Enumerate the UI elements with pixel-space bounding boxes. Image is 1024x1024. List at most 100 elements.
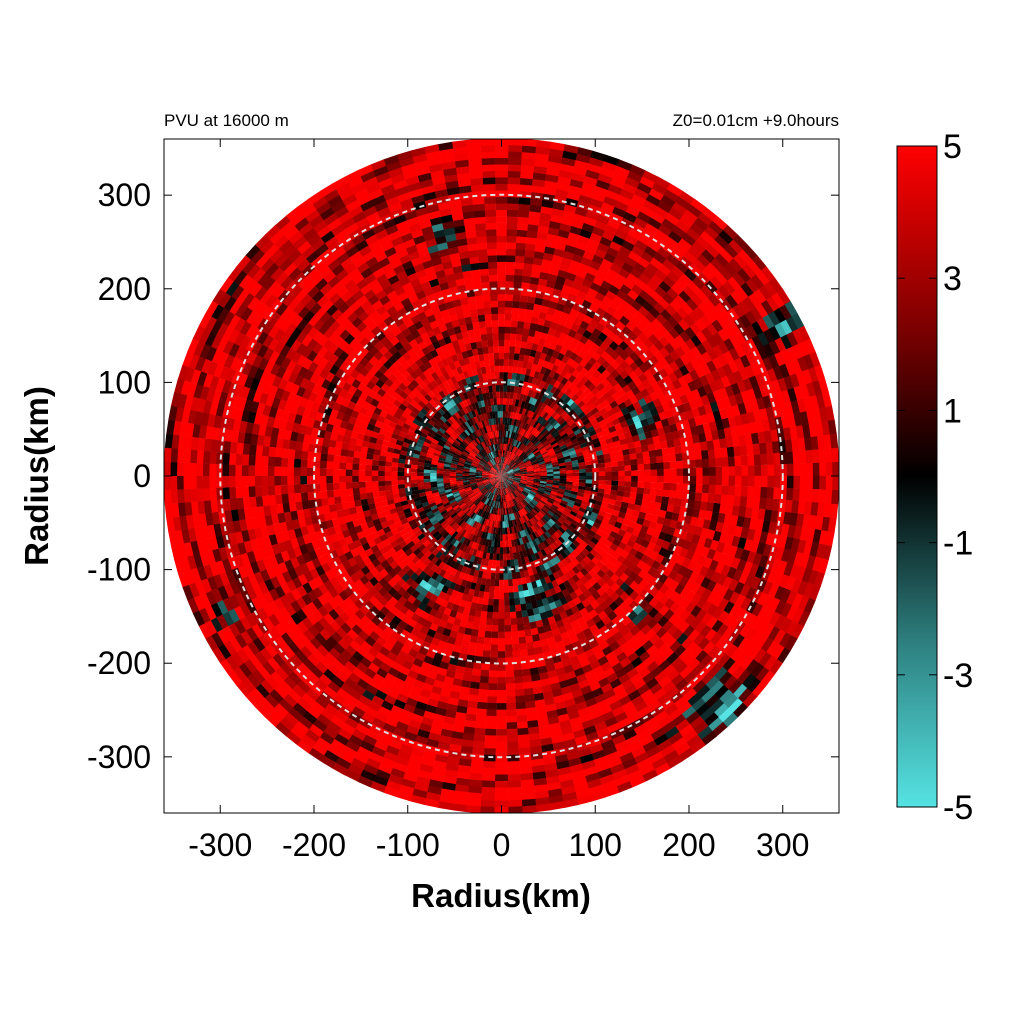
heatmap-cell [464,486,472,491]
heatmap-cell [538,519,546,527]
heatmap-cell [517,524,522,532]
heatmap-cell [501,474,509,476]
heatmap-cell [498,326,505,334]
heatmap-cell [694,415,703,426]
heatmap-cell [707,493,716,503]
heatmap-cell [532,336,540,345]
heatmap-cell [434,410,443,419]
heatmap-cell [497,463,500,470]
heatmap-cell [458,488,466,493]
heatmap-cell [327,416,336,426]
heatmap-cell [514,473,522,475]
heatmap-cell [475,394,481,402]
heatmap-cell [537,585,545,594]
heatmap-cell [595,619,606,630]
heatmap-cell [345,322,357,334]
heatmap-cell [520,468,527,472]
heatmap-cell [571,507,579,514]
heatmap-cell [467,518,474,526]
heatmap-cell [468,540,474,549]
heatmap-cell [541,258,552,268]
heatmap-cell [714,448,722,459]
heatmap-cell [385,494,394,501]
heatmap-cell [552,466,560,470]
heatmap-cell [562,521,571,529]
heatmap-cell [462,422,469,430]
heatmap-cell [494,481,499,488]
heatmap-cell [434,446,443,453]
heatmap-cell [488,471,496,475]
heatmap-cell [475,474,482,476]
heatmap-cell [383,435,392,443]
heatmap-cell [447,437,455,444]
heatmap-cell [622,448,630,456]
heatmap-cell [638,432,647,441]
heatmap-cell [501,476,503,483]
heatmap-cell [566,472,574,476]
heatmap-cell [598,395,607,404]
heatmap-cell [683,568,694,580]
heatmap-cell [388,442,396,449]
heatmap-cell [571,519,580,527]
heatmap-cell [492,612,499,620]
heatmap-cell [340,371,351,382]
heatmap-cell [527,476,535,478]
heatmap-cell [487,513,492,521]
heatmap-cell [633,630,646,642]
heatmap-cell [501,474,509,476]
heatmap-cell [523,569,530,578]
heatmap-cell [685,435,694,445]
heatmap-cell [393,640,405,651]
heatmap-cell [487,438,492,446]
heatmap-cell [638,569,648,580]
heatmap-cell [641,499,650,508]
heatmap-cell [432,492,440,497]
heatmap-cell [538,338,546,347]
heatmap-cell [481,372,488,381]
heatmap-cell [507,478,514,482]
heatmap-cell [511,313,519,322]
heatmap-cell [463,530,470,539]
heatmap-cell [498,443,500,451]
heatmap-cell [608,315,620,327]
heatmap-cell [495,476,502,480]
heatmap-cell [501,476,508,480]
heatmap-cell [435,317,445,327]
heatmap-cell [445,385,453,394]
heatmap-cell [533,481,541,485]
heatmap-cell [630,486,638,494]
heatmap-cell [702,467,710,476]
heatmap-cell [402,522,411,530]
heatmap-cell [453,420,461,428]
heatmap-cell [476,636,485,645]
heatmap-cell [450,463,458,467]
heatmap-cell [435,533,443,542]
heatmap-cell [514,471,521,474]
heatmap-cell [585,399,594,408]
heatmap-cell [463,449,470,455]
heatmap-cell [465,580,472,589]
heatmap-cell [411,537,421,545]
heatmap-cell [592,275,604,287]
heatmap-cell [497,651,506,659]
heatmap-cell [542,506,550,513]
heatmap-cell [429,470,437,474]
heatmap-cell [496,501,499,509]
heatmap-cell [506,467,513,473]
heatmap-cell [545,463,553,467]
heatmap-cell [475,301,484,310]
heatmap-cell [632,509,641,518]
heatmap-cell [339,580,350,591]
heatmap-cell [586,391,596,400]
heatmap-cell [596,514,605,521]
heatmap-cell [464,460,472,465]
heatmap-cell [298,517,307,528]
heatmap-cell [520,477,528,480]
heatmap-cell [345,482,353,490]
heatmap-cell [509,444,513,452]
heatmap-cell [512,392,518,400]
heatmap-cell [605,475,613,481]
heatmap-cell [535,619,544,628]
heatmap-cell [502,456,505,464]
heatmap-cell [520,428,526,436]
